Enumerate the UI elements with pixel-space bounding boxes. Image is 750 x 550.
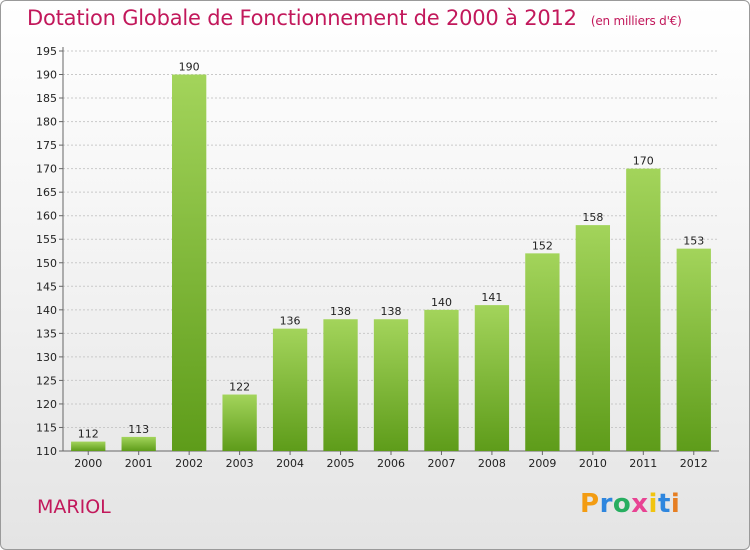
chart-subtitle: (en milliers d'€) <box>590 14 682 28</box>
y-tick-label: 195 <box>36 45 57 58</box>
chart-title-text: Dotation Globale de Fonctionnement de 20… <box>27 6 577 30</box>
value-label-2001: 113 <box>128 423 149 436</box>
bar-2006 <box>373 319 409 451</box>
y-tick-label: 155 <box>36 233 57 246</box>
x-tick-label-2008: 2008 <box>478 457 506 470</box>
x-tick-label-2001: 2001 <box>125 457 153 470</box>
value-label-2005: 138 <box>330 305 351 318</box>
value-label-2002: 190 <box>179 61 200 74</box>
bar-2004 <box>272 328 308 451</box>
x-tick-label-2006: 2006 <box>377 457 405 470</box>
y-tick-label: 135 <box>36 327 57 340</box>
y-tick-label: 150 <box>36 257 57 270</box>
bar-2009 <box>525 253 560 451</box>
value-label-2012: 153 <box>683 235 704 248</box>
value-label-2008: 141 <box>481 291 502 304</box>
y-tick-label: 125 <box>36 374 57 387</box>
bar-2003 <box>222 394 257 451</box>
y-tick-label: 145 <box>36 280 57 293</box>
bar-2007 <box>424 309 459 451</box>
bar-2002 <box>171 74 207 451</box>
y-tick-label: 175 <box>36 139 57 152</box>
y-tick-label: 170 <box>36 163 57 176</box>
x-tick-label-2007: 2007 <box>427 457 455 470</box>
y-tick-label: 180 <box>36 116 57 129</box>
bar-2005 <box>323 319 358 451</box>
y-tick-label: 115 <box>36 421 57 434</box>
bar-2001 <box>121 436 156 451</box>
value-label-2010: 158 <box>582 211 603 224</box>
x-tick-label-2011: 2011 <box>629 457 657 470</box>
value-label-2004: 136 <box>280 315 301 328</box>
x-tick-label-2010: 2010 <box>579 457 607 470</box>
bar-2011 <box>626 168 661 451</box>
bar-2000 <box>71 441 106 451</box>
bar-2010 <box>575 225 611 451</box>
value-label-2000: 112 <box>78 428 99 441</box>
value-label-2007: 140 <box>431 296 452 309</box>
bar-2012 <box>676 248 711 451</box>
value-label-2003: 122 <box>229 381 250 394</box>
y-tick-label: 130 <box>36 351 57 364</box>
axes: 110 115 120 125 130 135 140 145 150 155 160 165 170 1… <box>36 45 719 458</box>
x-tick-label-2003: 2003 <box>226 457 254 470</box>
commune-name: MARIOL <box>37 496 111 518</box>
x-tick-label-2004: 2004 <box>276 457 304 470</box>
chart-title: Dotation Globale de Fonctionnement de 20… <box>27 6 682 30</box>
x-tick-label-2002: 2002 <box>175 457 203 470</box>
value-label-2009: 152 <box>532 239 553 252</box>
y-tick-label: 120 <box>36 398 57 411</box>
value-label-2011: 170 <box>633 155 654 168</box>
y-tick-label: 110 <box>36 445 57 458</box>
y-tick-label: 165 <box>36 186 57 199</box>
bar-2008 <box>474 305 510 451</box>
labels: 112 2000 113 2001 190 2002 122 2003 136 2004 138 20… <box>74 61 708 470</box>
x-tick-label-2009: 2009 <box>528 457 556 470</box>
y-tick-label: 190 <box>36 69 57 82</box>
y-tick-label: 160 <box>36 210 57 223</box>
value-label-2006: 138 <box>381 305 402 318</box>
bars <box>71 74 711 451</box>
x-tick-label-2012: 2012 <box>680 457 708 470</box>
x-tick-label-2005: 2005 <box>327 457 355 470</box>
x-tick-label-2000: 2000 <box>74 457 102 470</box>
y-tick-label: 185 <box>36 92 57 105</box>
proxiti-logo: Proxiti <box>580 489 681 519</box>
y-tick-label: 140 <box>36 304 57 317</box>
